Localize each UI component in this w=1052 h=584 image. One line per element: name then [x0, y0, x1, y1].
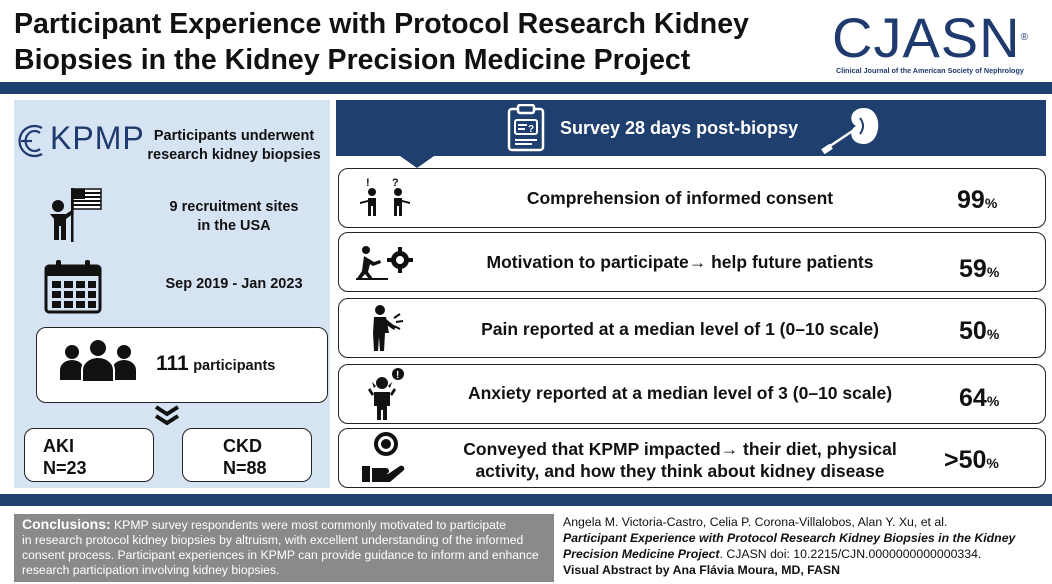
underwent-text: Participants underwent research kidney b…	[147, 128, 321, 163]
back-pain-icon	[366, 304, 406, 359]
ckd-box: CKD N=88	[182, 428, 312, 482]
aki-count: N=23	[43, 458, 87, 478]
survey-banner	[336, 100, 1046, 156]
svg-text:?: ?	[528, 124, 534, 135]
confused-people-icon: ! ?	[356, 176, 416, 225]
participants-text: 111 participants	[156, 352, 276, 375]
svg-text:!: !	[366, 177, 370, 189]
push-gear-icon	[356, 242, 416, 287]
aki-box: AKI N=23	[24, 428, 154, 482]
citation-title: Participant Experience with Protocol Res…	[563, 531, 1016, 545]
survey-row-pain	[338, 298, 1046, 358]
aki-label: AKI	[43, 436, 74, 456]
survey-row-consent-pct: 99%	[957, 186, 998, 214]
anxiety-person-icon: !	[366, 366, 410, 427]
chevron-down-icon	[152, 404, 182, 431]
survey-row-consent-text: Comprehension of informed consent	[526, 188, 834, 208]
title-line-2: Biopsies in the Kidney Precision Medicin…	[14, 44, 691, 76]
citation: Angela M. Victoria-Castro, Celia P. Coro…	[563, 514, 1049, 578]
ckd-count: N=88	[223, 458, 267, 478]
survey-row-pain-text: Pain reported at a median level of 1 (0–…	[481, 319, 879, 339]
survey-row-pain-pct: 50%	[959, 317, 1000, 345]
survey-row-anxiety-pct: 64%	[959, 384, 1000, 412]
clipboard-survey-icon: ?	[506, 103, 546, 157]
sites-text: 9 recruitment sites in the USA	[169, 199, 299, 234]
banner-pointer	[400, 155, 434, 173]
survey-row-anxiety	[338, 364, 1046, 424]
survey-row-motivation-text: Motivation to participate→ help future p…	[486, 252, 874, 272]
top-divider-bar	[0, 82, 1052, 94]
group-people-icon	[58, 338, 138, 387]
survey-row-motivation	[338, 232, 1046, 292]
citation-doi: . CJASN doi: 10.2215/CJN.000000000000033…	[719, 547, 982, 561]
title-line-1: Participant Experience with Protocol Res…	[14, 8, 749, 40]
survey-row-motivation-pct: 59%	[959, 255, 1000, 283]
cjasn-subtitle: Clinical Journal of the American Society…	[836, 66, 1024, 75]
svg-text:!: !	[396, 370, 399, 381]
survey-row-consent	[338, 168, 1046, 228]
hand-badge-icon	[360, 430, 410, 491]
survey-row-impact-pct: >50%	[944, 446, 999, 474]
survey-row-anxiety-text: Anxiety reported at a median level of 3 …	[467, 383, 893, 403]
dates-text: Sep 2019 - Jan 2023	[165, 276, 303, 292]
ckd-label: CKD	[223, 436, 262, 456]
kidney-biopsy-icon	[820, 104, 890, 159]
calendar-icon	[44, 258, 102, 319]
page-title: Participant Experience with Protocol Res…	[14, 6, 794, 78]
survey-row-impact	[338, 428, 1046, 488]
conclusions-box: Conclusions: KPMP survey respondents wer…	[14, 514, 554, 582]
bottom-divider-bar	[0, 494, 1052, 506]
survey-row-impact-text: Conveyed that KPMP impacted→ their diet,…	[463, 439, 897, 481]
survey-banner-text: Survey 28 days post-biopsy	[560, 118, 799, 138]
cjasn-logo: CJASN®	[832, 6, 1029, 69]
kpmp-logo: KPMP	[50, 120, 145, 156]
svg-text:?: ?	[392, 177, 399, 189]
person-flag-icon	[44, 184, 104, 249]
citation-authors: Angela M. Victoria-Castro, Celia P. Coro…	[563, 515, 948, 529]
conclusions-label: Conclusions:	[22, 516, 111, 532]
kpmp-globe-icon	[18, 124, 48, 163]
visual-abstract-credit: Visual Abstract by Ana Flávia Moura, MD,…	[563, 563, 840, 577]
